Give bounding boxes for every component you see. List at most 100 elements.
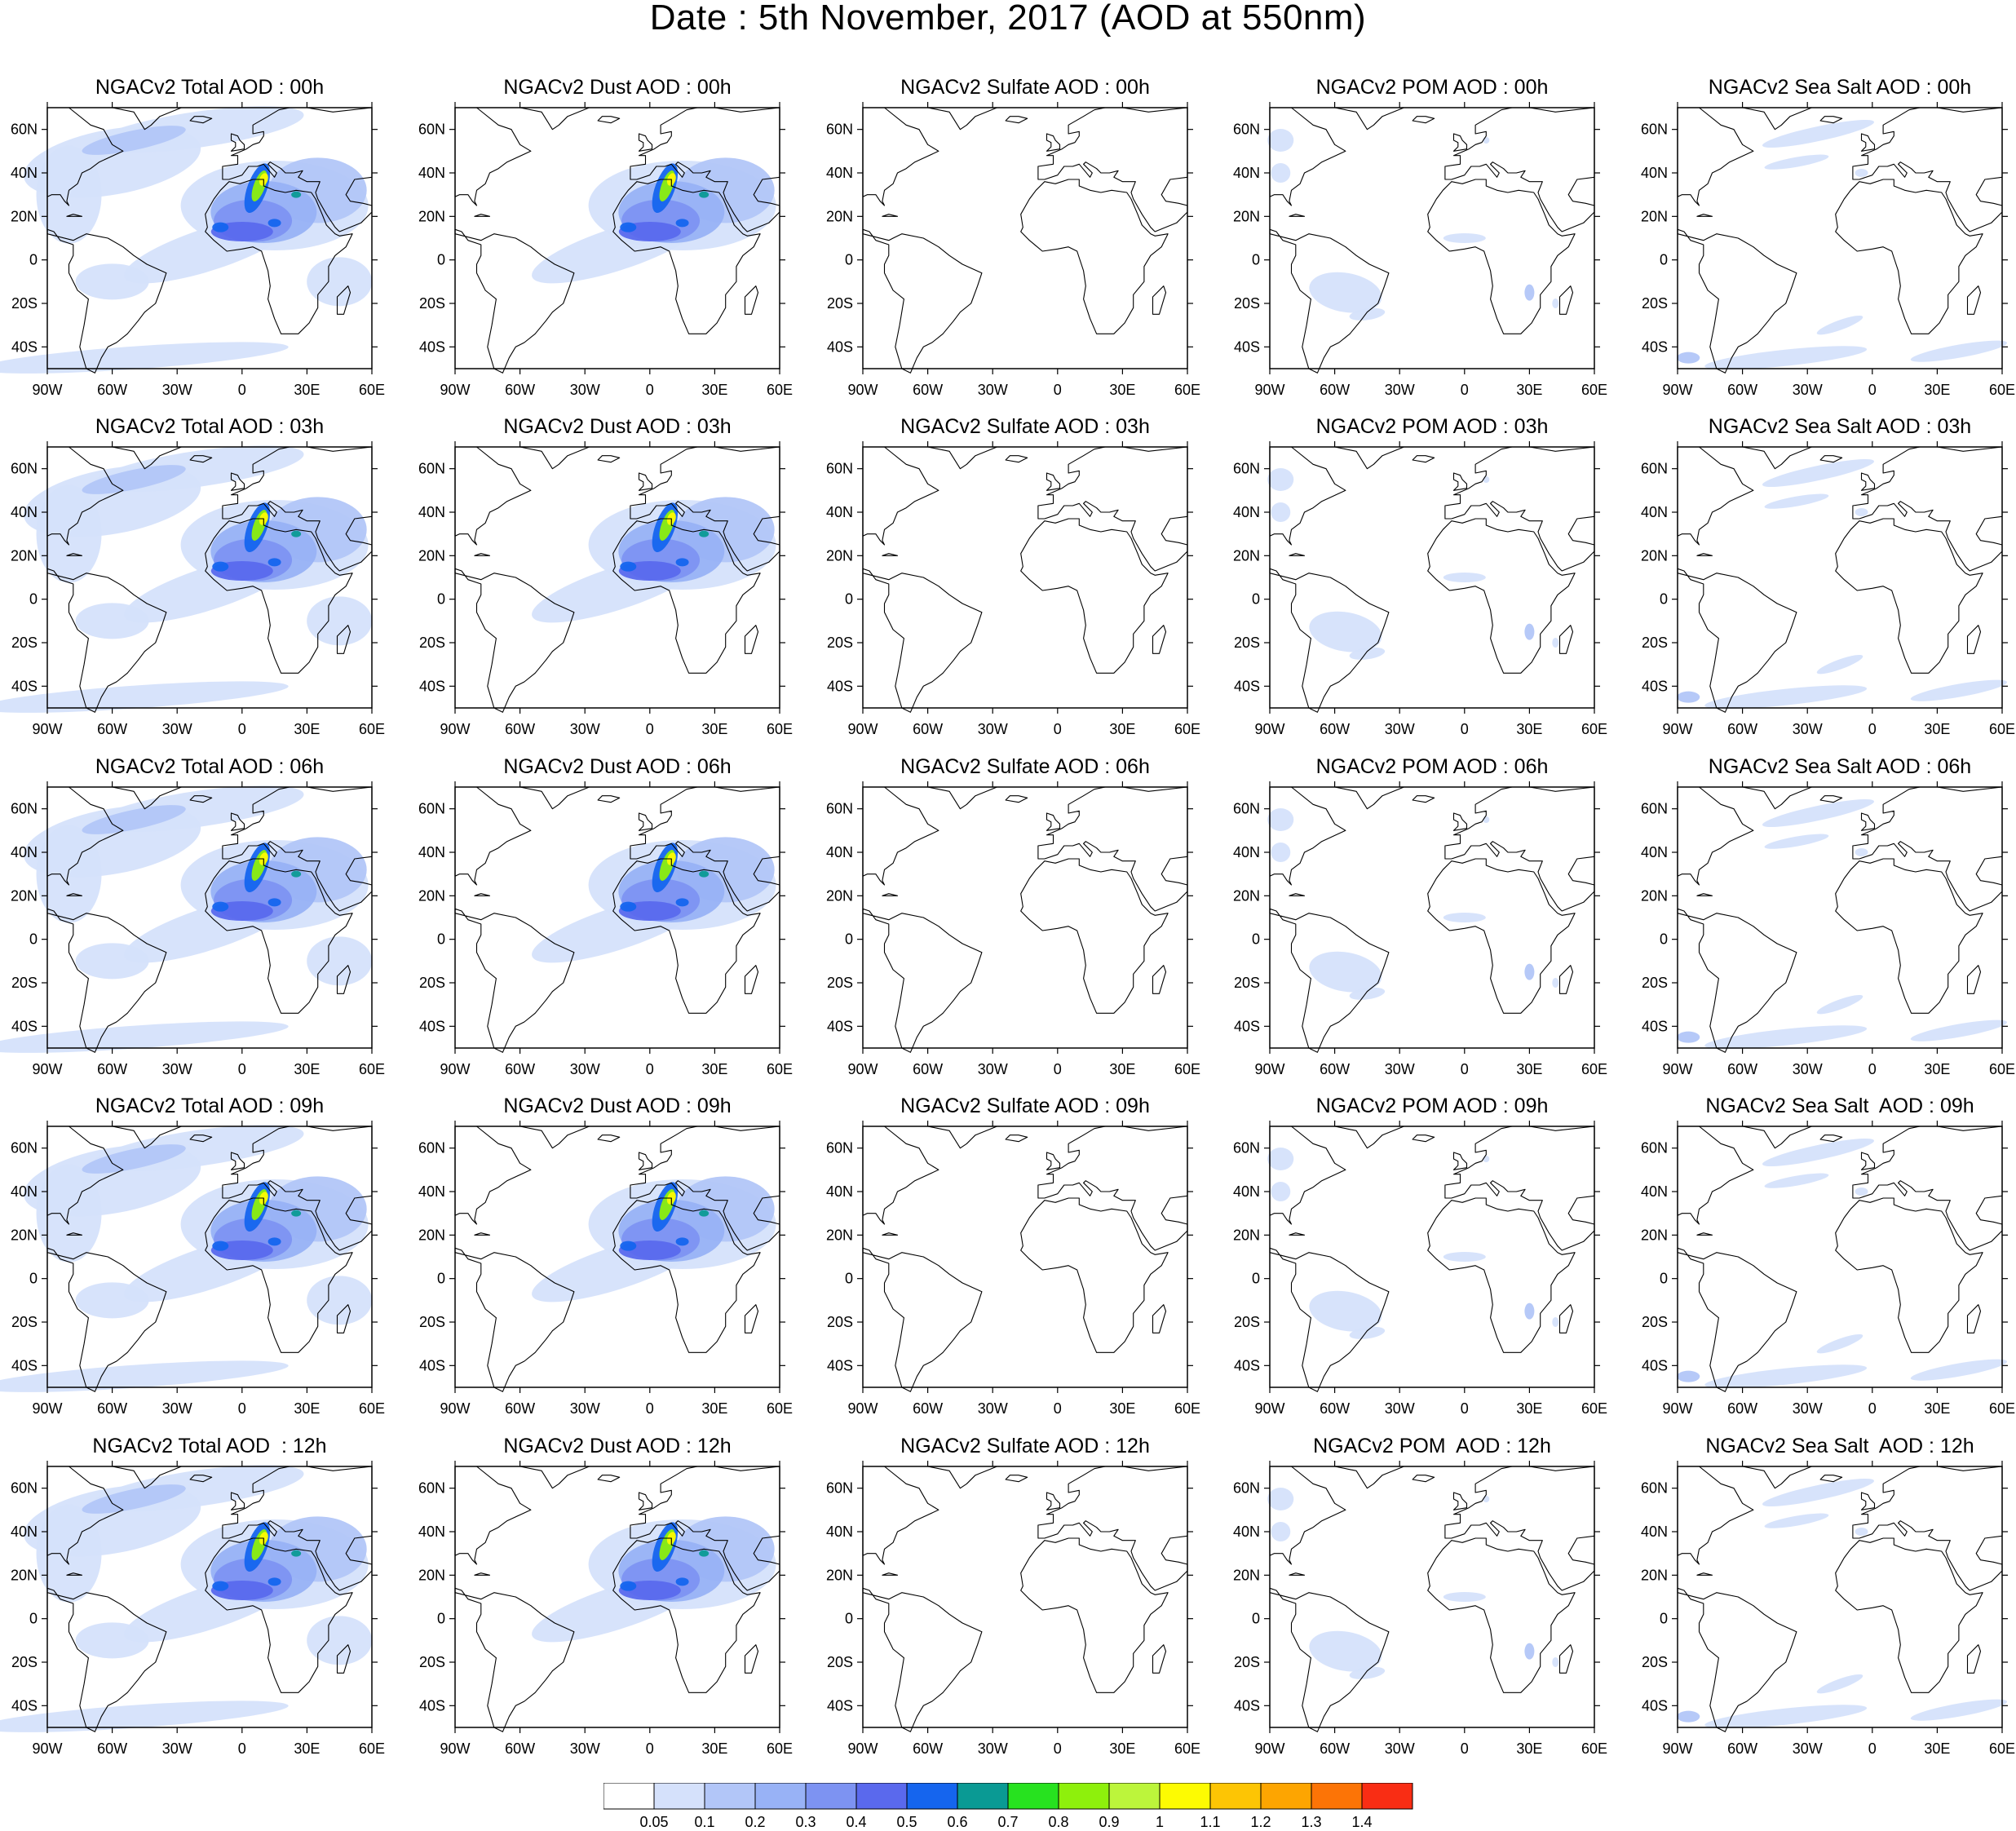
aod-region (1267, 468, 1294, 491)
lat-tick-label: 20S (1234, 1314, 1260, 1330)
lon-tick-label: 90W (32, 721, 62, 737)
colorbar-swatch (855, 1783, 908, 1810)
colorbar-swatch (1361, 1783, 1413, 1810)
aod-region (1762, 1478, 1874, 1507)
lon-tick-label: 60W (913, 382, 943, 398)
map-frame (46, 786, 373, 1049)
lon-tick-label: 30W (162, 721, 192, 737)
aod-region (291, 870, 302, 878)
land-outline-iceland (597, 116, 621, 124)
aod-region (307, 596, 373, 646)
panel-title: NGACv2 Sulfate AOD : 12h (900, 1435, 1150, 1457)
aod-region (82, 465, 186, 494)
land-outline-arabiaIsle (66, 1232, 83, 1236)
lon-tick-label: 60E (359, 1400, 385, 1417)
lon-tick-label: 60W (1320, 721, 1350, 737)
colorbar-swatch (1108, 1783, 1161, 1810)
lat-tick-label: 40N (11, 1183, 38, 1200)
lat-tick-label: 20S (827, 975, 853, 991)
lat-tick-label: 60N (1641, 1480, 1668, 1497)
lat-tick-label: 40S (419, 338, 445, 355)
land-outline-greenland (493, 107, 590, 130)
lon-tick-label: 30W (1385, 382, 1415, 398)
land-outline-britain (638, 812, 653, 831)
lat-tick-label: 40S (1234, 1357, 1260, 1373)
lon-tick-label: 60W (1320, 382, 1350, 398)
land-outline-southAmerica (1269, 228, 1390, 374)
map-plot: 90W 60W 30W 0 30E 60E 60N 40N 20N 0 20S 40S (1641, 102, 2015, 398)
aod-shading (532, 157, 776, 284)
lat-tick-label: 40N (826, 844, 853, 860)
lat-tick-label: 20N (418, 1567, 445, 1583)
lon-tick-label: 30E (1516, 721, 1542, 737)
land-outline-madagascar (1152, 1304, 1167, 1333)
map-frame (46, 107, 373, 369)
lon-tick-label: 30E (1924, 1061, 1950, 1077)
map-plot: 90W 60W 30W 0 30E 60E 60N 40N 20N 0 20S 40S (418, 441, 793, 737)
lat-tick-label: 20S (11, 1314, 38, 1330)
aod-region (1349, 1326, 1386, 1339)
lon-tick-label: 30E (701, 721, 727, 737)
lat-tick-label: 40S (419, 1018, 445, 1034)
map-background (863, 787, 1187, 1048)
land-outline-britain (1860, 472, 1876, 491)
panel-title: NGACv2 Sea Salt AOD : 00h (1708, 76, 1972, 99)
lat-tick-label: 40N (418, 1183, 445, 1200)
coastlines (1269, 107, 1595, 374)
map-panel-total-03: NGACv2 Total AOD : 03h 90W 60W 30W 0 30E 60E 60… (0, 414, 455, 754)
panel-title: NGACv2 Total AOD : 06h (95, 755, 325, 778)
lat-tick-label: 0 (1660, 252, 1668, 268)
lat-tick-label: 60N (1641, 1140, 1668, 1157)
map-area: 90W 60W 30W 0 30E 60E 60N 40N 20N 0 20S 40S (826, 1461, 1200, 1757)
map-area: 90W 60W 30W 0 30E 60E 60N 40N 20N 0 20S 40S (418, 781, 793, 1077)
panel-title: NGACv2 POM AOD : 09h (1315, 1095, 1549, 1117)
lat-tick-label: 40S (11, 678, 38, 694)
aod-region (1443, 233, 1486, 243)
colorbar-label: 0.3 (795, 1814, 816, 1830)
lat-tick-label: 40S (1234, 678, 1260, 694)
aod-region (0, 1021, 289, 1053)
aod-region (1816, 1674, 1863, 1694)
land-outline-southAmerica (1677, 228, 1797, 374)
lon-tick-label: 90W (847, 382, 878, 398)
aod-shading (532, 837, 776, 963)
land-outline-southAmerica (1677, 568, 1797, 713)
colorbar-label: 0.6 (947, 1814, 967, 1830)
land-outline-northAmerica (454, 446, 532, 546)
aod-region (1443, 1592, 1486, 1602)
colorbar-swatch (653, 1783, 705, 1810)
lat-tick-label: 20S (1234, 295, 1260, 312)
lon-tick-label: 30E (1924, 1400, 1950, 1417)
aod-region (1524, 1302, 1535, 1320)
lon-tick-label: 0 (1868, 1061, 1877, 1077)
lon-tick-label: 0 (1054, 1740, 1062, 1757)
lon-tick-label: 30W (162, 1061, 192, 1077)
lat-tick-label: 0 (29, 591, 38, 608)
panel-title: NGACv2 Sulfate AOD : 03h (900, 415, 1150, 438)
lat-tick-label: 20S (1642, 975, 1668, 991)
lat-tick-label: 40N (1233, 844, 1260, 860)
lat-tick-label: 60N (11, 1140, 38, 1157)
land-outline-greenland (86, 107, 183, 130)
map-plot: 90W 60W 30W 0 30E 60E 60N 40N 20N 0 20S 40S (1641, 781, 2015, 1077)
coastlines (1677, 786, 2003, 1053)
land-outline-southAmerica (862, 1587, 983, 1732)
colorbar-label: 1.4 (1351, 1814, 1372, 1830)
land-outline-greenland (86, 786, 183, 810)
map-panel-pom-03: NGACv2 POM AOD : 03h 90W 60W 30W 0 30E 60E 60N 4… (1233, 414, 1678, 754)
land-outline-africa (1020, 858, 1169, 1014)
map-panel-total-09: NGACv2 Total AOD : 09h 90W 60W 30W 0 30E 60E 60… (0, 1094, 455, 1433)
lat-tick-label: 20N (1233, 1567, 1260, 1583)
coastlines (1677, 107, 2003, 374)
land-outline-madagascar (1558, 285, 1574, 315)
aod-shading (1267, 1148, 1559, 1339)
lon-tick-label: 30W (1793, 721, 1823, 737)
aod-region (1271, 163, 1291, 183)
lon-tick-label: 90W (1254, 1400, 1284, 1417)
land-outline-northAmerica (1677, 1466, 1754, 1565)
lon-tick-label: 60W (505, 1400, 535, 1417)
land-outline-britain (1046, 1492, 1061, 1510)
aod-region (0, 681, 289, 713)
land-outline-arabiaIsle (882, 214, 899, 217)
land-outline-northAmerica (1269, 107, 1346, 206)
